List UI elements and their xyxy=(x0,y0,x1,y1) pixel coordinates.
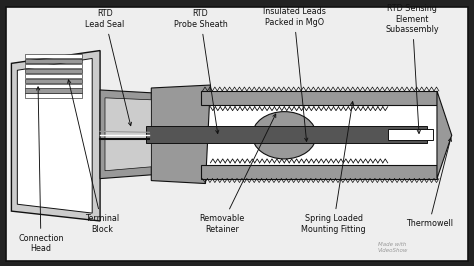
Polygon shape xyxy=(11,51,100,221)
Text: RTD Sensing
Element
Subassembly: RTD Sensing Element Subassembly xyxy=(385,4,439,134)
Bar xyxy=(25,64,82,68)
Text: Connection
Head: Connection Head xyxy=(18,87,64,253)
Bar xyxy=(201,165,437,178)
Polygon shape xyxy=(18,59,92,213)
Text: Insulated Leads
Packed in MgO: Insulated Leads Packed in MgO xyxy=(263,7,326,141)
Text: Made with
VideoShow: Made with VideoShow xyxy=(377,242,408,253)
Bar xyxy=(25,54,82,59)
Bar xyxy=(388,129,433,140)
Bar xyxy=(201,91,437,105)
Bar xyxy=(146,126,427,143)
Text: Removable
Retainer: Removable Retainer xyxy=(200,114,276,234)
Bar xyxy=(25,93,82,98)
Ellipse shape xyxy=(252,112,316,159)
Text: RTD
Probe Sheath: RTD Probe Sheath xyxy=(173,9,228,134)
Polygon shape xyxy=(151,85,210,184)
Text: RTD
Lead Seal: RTD Lead Seal xyxy=(85,9,131,126)
Text: Terminal
Block: Terminal Block xyxy=(68,80,119,234)
Polygon shape xyxy=(437,91,452,178)
Bar xyxy=(201,105,437,165)
Bar xyxy=(25,84,82,88)
Polygon shape xyxy=(105,98,151,171)
Bar xyxy=(25,89,82,93)
Polygon shape xyxy=(100,90,158,178)
Bar xyxy=(25,69,82,73)
Text: Thermowell: Thermowell xyxy=(406,138,453,228)
Text: Spring Loaded
Mounting Fitting: Spring Loaded Mounting Fitting xyxy=(301,102,366,234)
Bar xyxy=(25,59,82,63)
Bar xyxy=(25,79,82,83)
Bar xyxy=(25,74,82,78)
